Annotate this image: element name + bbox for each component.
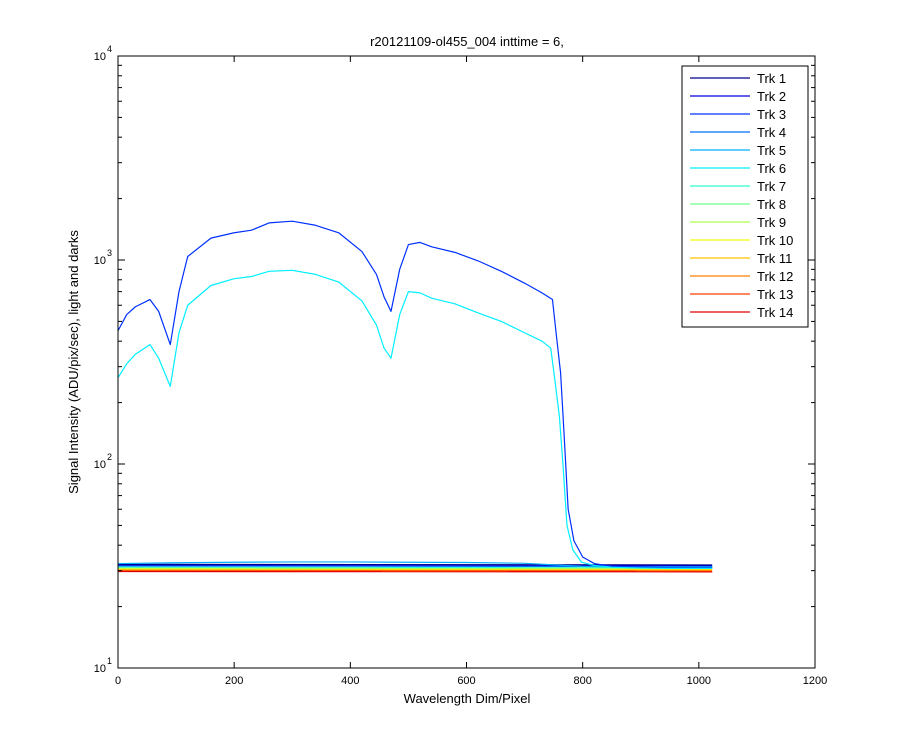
x-tick-label: 1200 (803, 675, 827, 687)
y-axis-label: Signal Intensity (ADU/pix/sec), light an… (66, 230, 81, 494)
series-line-trk-3 (117, 220, 713, 569)
legend-label: Trk 8 (757, 197, 786, 212)
series-line-trk-6 (117, 269, 713, 569)
y-tick-exponent: 1 (107, 656, 112, 666)
series-line-trk-1 (117, 563, 713, 566)
legend: Trk 1 Trk 2 Trk 3 Trk 4 Trk 5 Trk 6 Trk 7 Trk 8… (681, 65, 809, 328)
x-axis-ticks: 0 200 400 600 800 1000 1200 (115, 56, 827, 687)
x-tick-label: 800 (573, 675, 591, 687)
legend-label: Trk 10 (757, 233, 793, 248)
y-tick-exponent: 2 (107, 452, 112, 462)
x-tick-label: 200 (225, 675, 243, 687)
legend-box (681, 65, 809, 328)
legend-label: Trk 7 (757, 179, 786, 194)
y-tick-label: 10 (94, 255, 106, 267)
legend-label: Trk 14 (757, 305, 793, 320)
legend-label: Trk 6 (757, 161, 786, 176)
legend-label: Trk 13 (757, 287, 793, 302)
legend-label: Trk 5 (757, 143, 786, 158)
legend-label: Trk 4 (757, 125, 786, 140)
x-tick-label: 600 (457, 675, 475, 687)
x-tick-label: 1000 (687, 675, 711, 687)
y-tick-exponent: 4 (107, 44, 112, 54)
y-tick-exponent: 3 (107, 248, 112, 258)
y-tick-label: 10 (94, 51, 106, 63)
legend-label: Trk 11 (757, 251, 792, 266)
y-tick-label: 10 (94, 663, 106, 675)
legend-label: Trk 12 (757, 269, 793, 284)
x-axis-label: Wavelength Dim/Pixel (404, 691, 531, 706)
legend-label: Trk 3 (757, 107, 786, 122)
series-group (117, 220, 713, 573)
x-tick-label: 400 (341, 675, 359, 687)
legend-label: Trk 2 (757, 89, 786, 104)
chart-title: r20121109-ol455_004 inttime = 6, (370, 34, 564, 49)
x-tick-label: 0 (115, 675, 121, 687)
legend-label: Trk 1 (757, 71, 786, 86)
y-tick-label: 10 (94, 459, 106, 471)
legend-items: Trk 1 Trk 2 Trk 3 Trk 4 Trk 5 Trk 6 Trk 7 Trk 8… (690, 71, 793, 320)
legend-label: Trk 9 (757, 215, 786, 230)
